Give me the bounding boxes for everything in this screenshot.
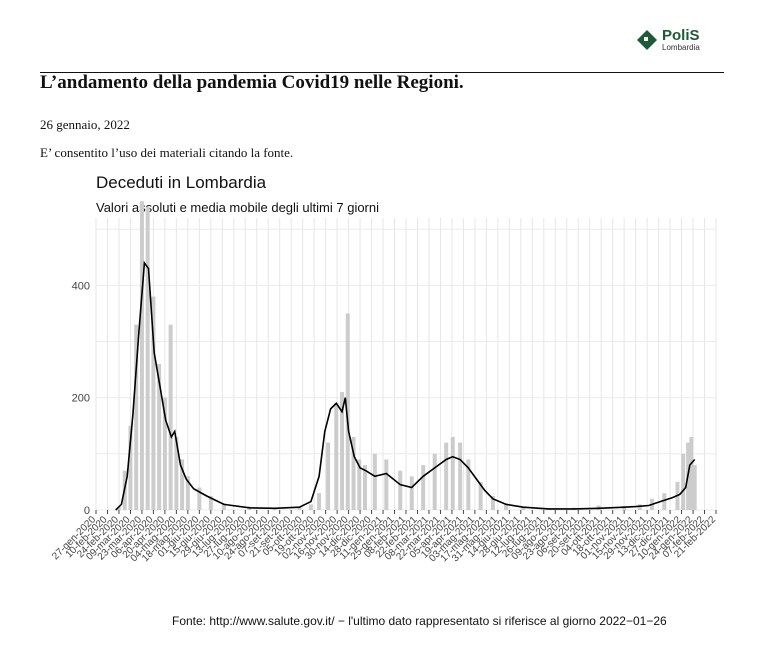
brand-name: PoliS (662, 27, 700, 44)
bar (340, 392, 345, 510)
y-tick-label: 400 (72, 280, 90, 292)
title-rule (40, 72, 724, 73)
bar (145, 206, 150, 510)
bar (345, 313, 350, 510)
bar (458, 442, 463, 510)
bar (504, 503, 509, 510)
bar (151, 296, 156, 510)
bar (490, 495, 495, 510)
bar (384, 459, 389, 510)
bar (689, 437, 694, 510)
polis-logo: PoliS Lombardia (636, 28, 700, 52)
y-tick-label: 200 (72, 393, 90, 405)
bar (134, 324, 139, 510)
bar (692, 465, 697, 510)
bar (174, 437, 179, 510)
bar (116, 507, 121, 510)
deaths-chart: Deceduti in Lombardia Valori assoluti e … (50, 173, 718, 564)
bar (221, 503, 226, 510)
bar (168, 324, 173, 510)
bar (466, 459, 471, 510)
bar (351, 437, 356, 510)
moving-average-line (115, 260, 696, 511)
bar (208, 495, 213, 510)
bar (157, 364, 162, 510)
chart-title: Deceduti in Lombardia (96, 173, 267, 192)
bar (326, 442, 331, 510)
bar (362, 465, 367, 510)
bar (317, 493, 322, 510)
usage-note: E’ consentito l’uso dei materiali citand… (40, 145, 294, 160)
bar (478, 481, 483, 510)
bar (162, 397, 167, 510)
bar (128, 425, 133, 510)
brand-subtitle: Lombardia (662, 43, 700, 52)
bar (637, 504, 642, 510)
bar (432, 453, 437, 510)
bar (681, 453, 686, 510)
bar (622, 506, 627, 510)
bar (139, 201, 144, 510)
bar (421, 465, 426, 510)
bar (308, 504, 313, 510)
bar (409, 476, 414, 510)
bar (297, 507, 302, 510)
source-note: Fonte: http://www.salute.gov.it/ − l'ult… (172, 614, 667, 628)
bar (357, 459, 362, 510)
bar (521, 507, 526, 510)
bar (444, 442, 449, 510)
bar (372, 453, 377, 510)
polis-logo-icon (636, 29, 658, 51)
bar (197, 487, 202, 510)
bar (185, 476, 190, 510)
bar (662, 493, 667, 510)
report-date: 26 gennaio, 2022 (40, 117, 130, 132)
bar (450, 437, 455, 510)
bar (180, 459, 185, 510)
bar (398, 470, 403, 510)
y-tick-label: 0 (84, 505, 90, 517)
page-title: L’andamento della pandemia Covid19 nelle… (40, 72, 464, 93)
chart-subtitle: Valori assoluti e media mobile degli ult… (96, 200, 379, 215)
bar (334, 403, 339, 510)
